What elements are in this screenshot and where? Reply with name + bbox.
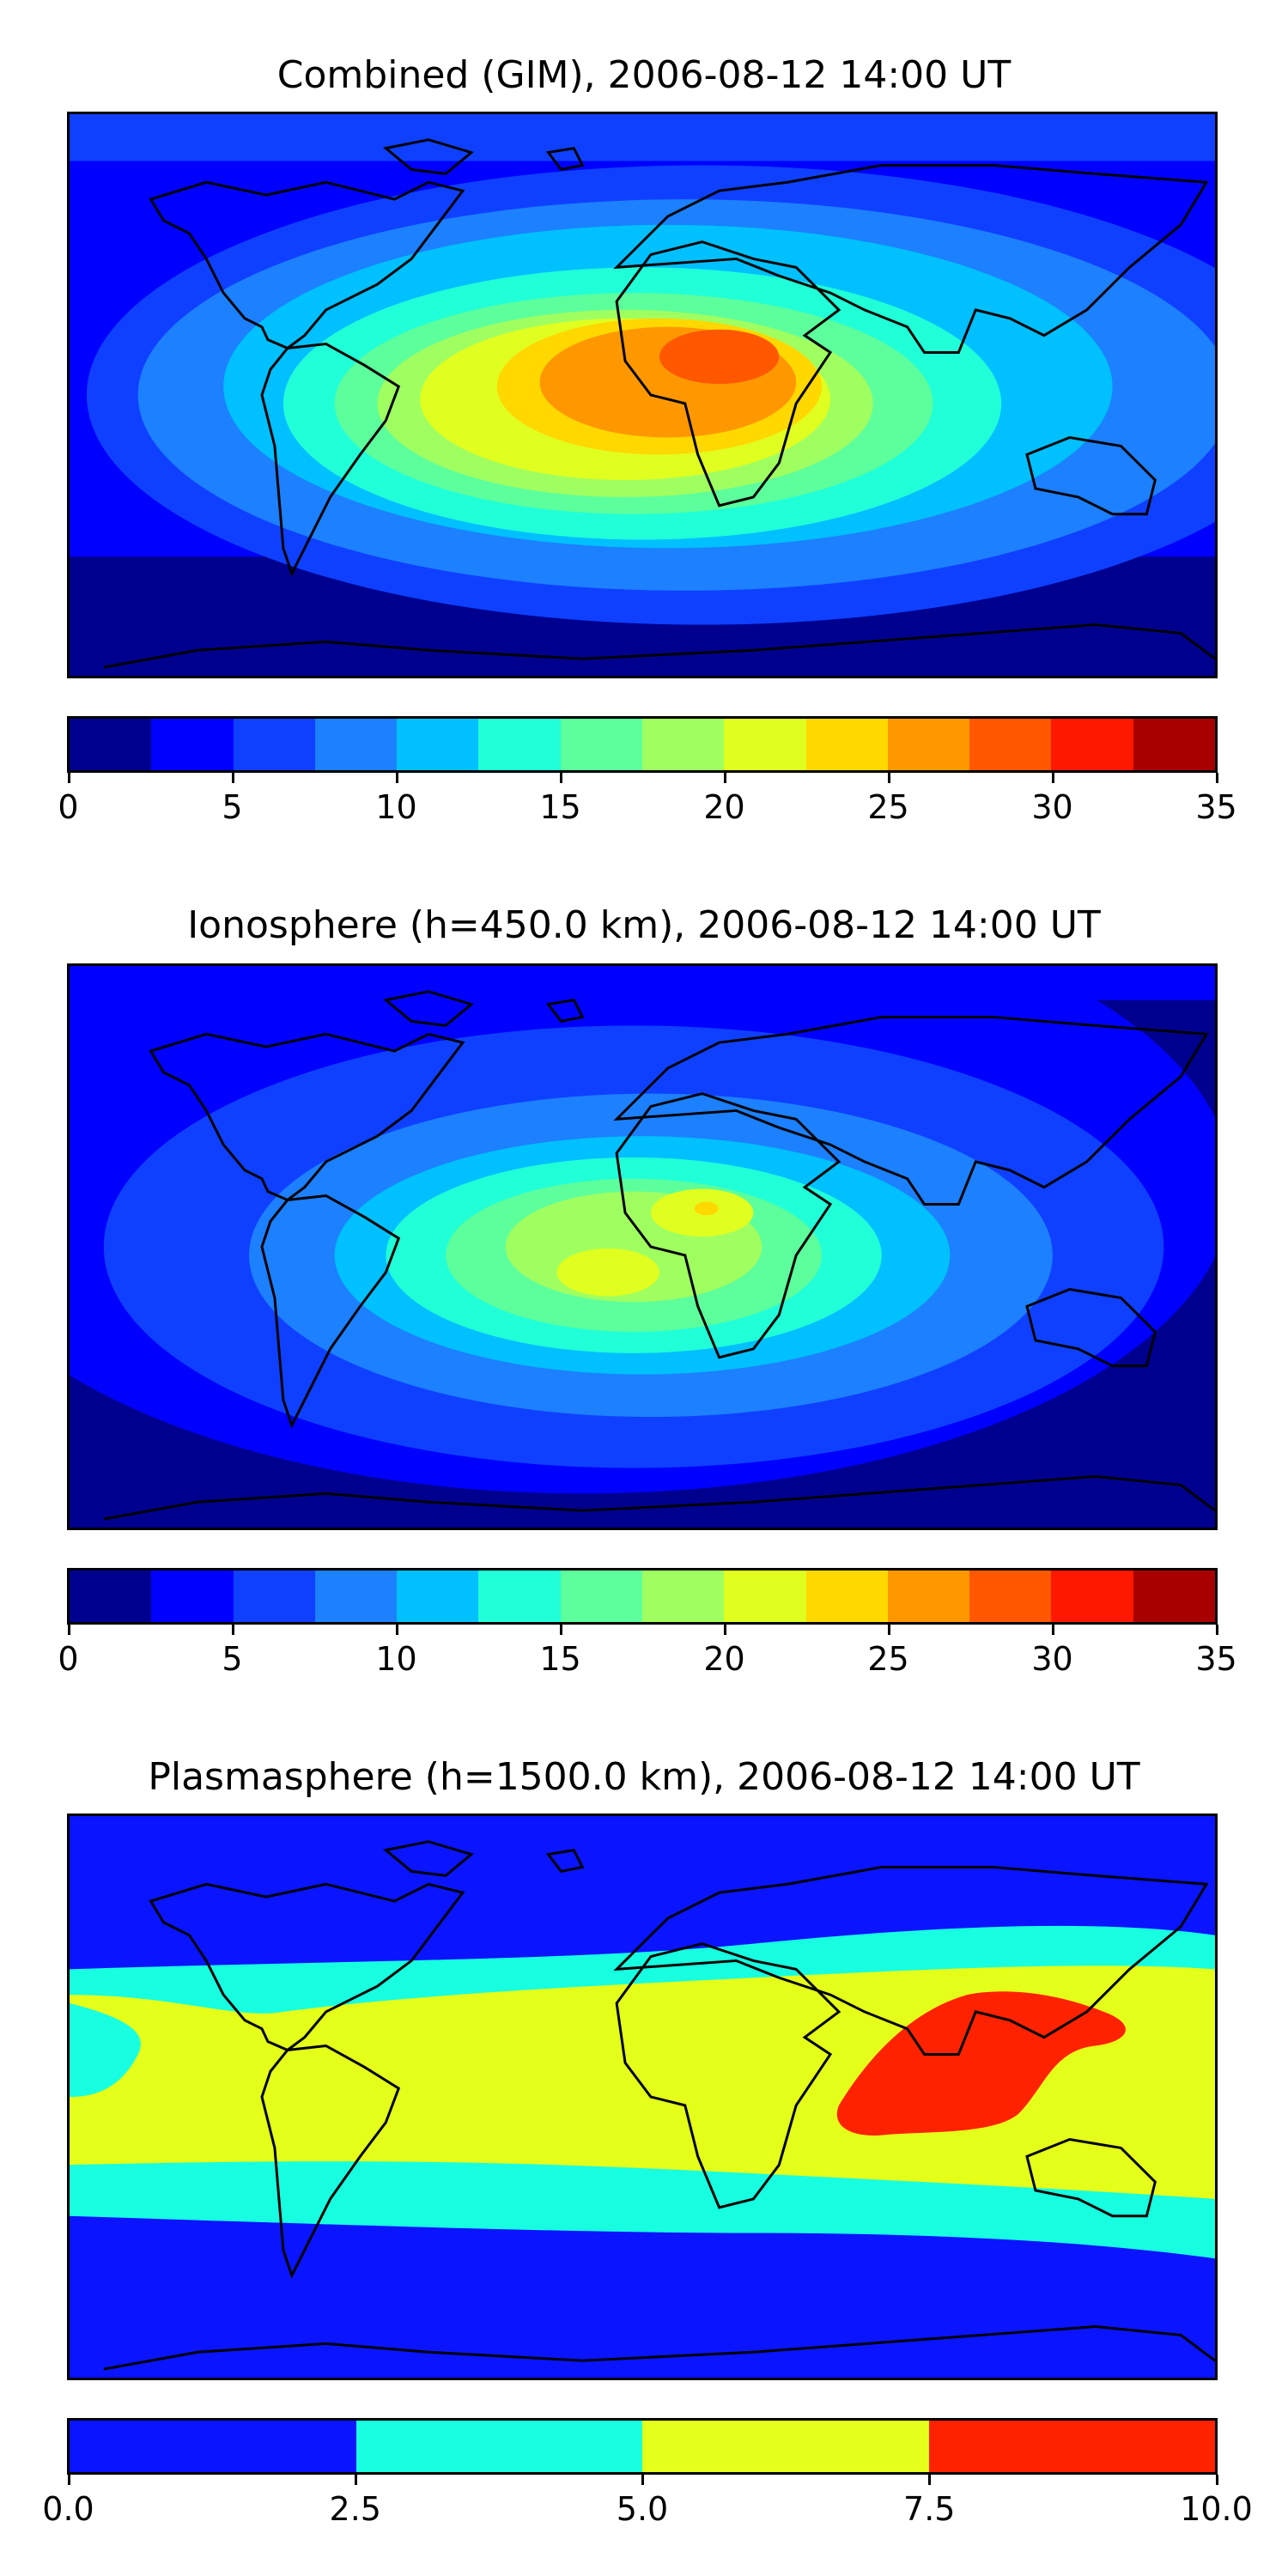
- colorbar-segment: [70, 2421, 356, 2472]
- colorbar-segment: [724, 1571, 806, 1622]
- colorbar-tick-label: 7.5: [903, 2490, 956, 2528]
- ionosphere-map: [67, 963, 1218, 1530]
- colorbar-tick-label: 15: [539, 788, 581, 826]
- panel-3-colorbar: [67, 2418, 1218, 2475]
- colorbar-tick-label: 35: [1195, 1640, 1237, 1678]
- colorbar-segment: [314, 1571, 398, 1622]
- colorbar-tick-label: 10: [375, 1640, 417, 1678]
- colorbar-segment: [560, 719, 642, 770]
- colorbar-segment: [969, 1571, 1052, 1622]
- colorbar-segment: [928, 2421, 1215, 2472]
- combined-gim-map: [67, 112, 1218, 678]
- colorbar-tick-label: 35: [1195, 788, 1237, 826]
- colorbar-tick-label: 0: [58, 1640, 79, 1678]
- colorbar-tick-label: 30: [1031, 1640, 1073, 1678]
- colorbar-segment: [887, 1571, 970, 1622]
- colorbar-segment: [314, 719, 398, 770]
- colorbar-segment: [969, 719, 1052, 770]
- colorbar-tick-label: 20: [703, 1640, 745, 1678]
- colorbar-segment: [151, 1571, 234, 1622]
- colorbar-segment: [1133, 1571, 1215, 1622]
- colorbar-segment: [887, 719, 970, 770]
- colorbar-segment: [642, 2421, 929, 2472]
- colorbar-tick-label: 20: [703, 788, 745, 826]
- colorbar-tick-label: 2.5: [329, 2490, 381, 2528]
- colorbar-segment: [397, 1571, 479, 1622]
- colorbar-tick-label: 30: [1031, 788, 1073, 826]
- colorbar-segment: [478, 1571, 561, 1622]
- colorbar-tick-label: 15: [539, 1640, 581, 1678]
- colorbar-segment: [641, 1571, 725, 1622]
- panel-3-title: Plasmasphere (h=1500.0 km), 2006-08-12 1…: [148, 1755, 1140, 1799]
- colorbar-segment: [233, 1571, 315, 1622]
- colorbar-tick-label: 25: [867, 1640, 909, 1678]
- colorbar-tick-label: 0.0: [42, 2490, 94, 2528]
- plasmasphere-map: [67, 1814, 1218, 2380]
- colorbar-segment: [724, 719, 806, 770]
- colorbar-segment: [641, 719, 725, 770]
- colorbar-tick-label: 10: [375, 788, 417, 826]
- colorbar-segment: [805, 1571, 888, 1622]
- colorbar-segment: [233, 719, 315, 770]
- colorbar-segment: [1051, 719, 1133, 770]
- panel-1-title: Combined (GIM), 2006-08-12 14:00 UT: [276, 53, 1012, 97]
- colorbar-tick-label: 0: [58, 788, 79, 826]
- panel-1-colorbar: [67, 716, 1218, 773]
- colorbar-tick-label: 10.0: [1180, 2490, 1253, 2528]
- colorbar-tick-label: 5: [222, 788, 243, 826]
- panel-2-colorbar: [67, 1568, 1218, 1625]
- colorbar-tick-label: 5.0: [616, 2490, 669, 2528]
- colorbar-segment: [805, 719, 888, 770]
- colorbar-segment: [560, 1571, 642, 1622]
- colorbar-segment: [151, 719, 234, 770]
- colorbar-segment: [1133, 719, 1215, 770]
- colorbar-segment: [397, 719, 479, 770]
- colorbar-segment: [355, 2421, 642, 2472]
- colorbar-segment: [478, 719, 561, 770]
- colorbar-tick-label: 25: [867, 788, 909, 826]
- colorbar-segment: [70, 1571, 152, 1622]
- panel-2-title: Ionosphere (h=450.0 km), 2006-08-12 14:0…: [187, 903, 1101, 947]
- colorbar-segment: [70, 719, 152, 770]
- colorbar-tick-label: 5: [222, 1640, 243, 1678]
- colorbar-segment: [1051, 1571, 1133, 1622]
